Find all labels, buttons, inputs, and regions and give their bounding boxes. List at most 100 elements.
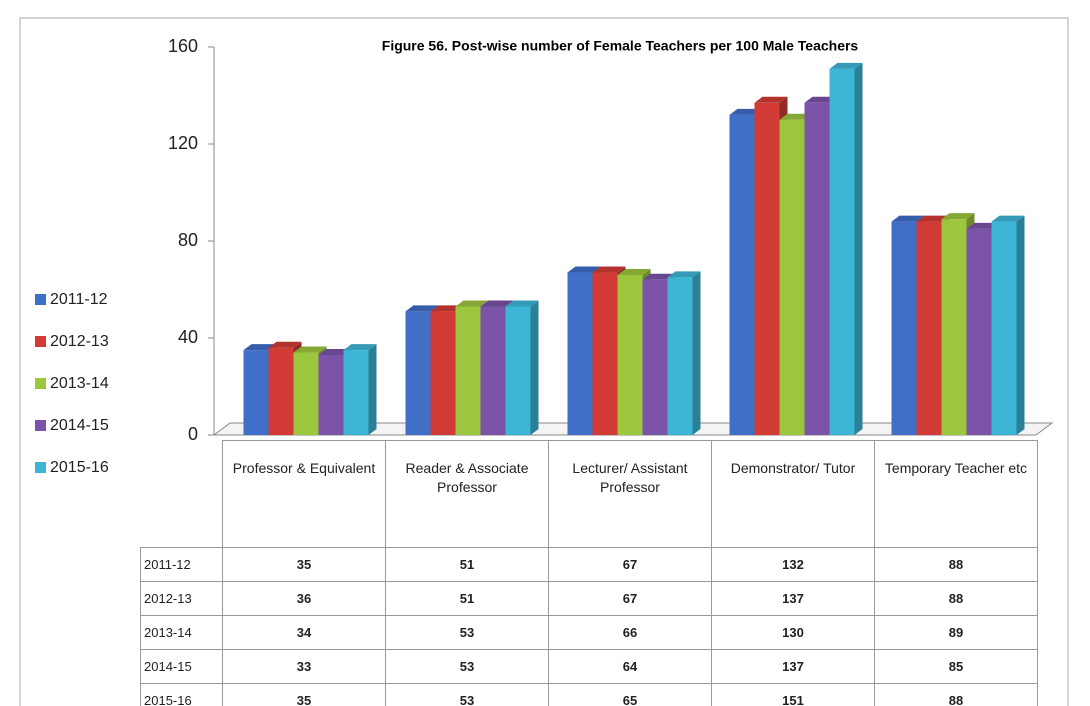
bar-front bbox=[916, 221, 942, 435]
bar-top bbox=[318, 348, 352, 355]
value-cell: 34 bbox=[222, 615, 386, 650]
legend-label: 2013-14 bbox=[50, 375, 109, 392]
bar-top bbox=[891, 215, 925, 222]
data-row: 2011-12 35 51 67 132 88 bbox=[140, 547, 1038, 582]
value-cell: 53 bbox=[385, 683, 549, 706]
legend-label: 2015-16 bbox=[50, 459, 109, 476]
value-cell: 53 bbox=[385, 649, 549, 684]
bar-front bbox=[592, 272, 618, 435]
bar-front bbox=[567, 272, 593, 435]
row-label: 2012-13 bbox=[140, 581, 223, 616]
y-tick-label: 0 bbox=[188, 424, 198, 444]
value-cell: 36 bbox=[222, 581, 386, 616]
value-cell: 137 bbox=[711, 581, 875, 616]
row-label: 2015-16 bbox=[140, 683, 223, 706]
bar-top bbox=[430, 305, 464, 312]
bar-side bbox=[692, 271, 701, 435]
bar-front bbox=[505, 306, 531, 435]
bar-top bbox=[729, 108, 763, 115]
bar-top bbox=[941, 213, 975, 220]
value-cell: 66 bbox=[548, 615, 712, 650]
legend-swatch bbox=[35, 294, 46, 305]
y-tick-label: 120 bbox=[168, 133, 198, 153]
value-cell: 51 bbox=[385, 547, 549, 582]
chart-title: Figure 56. Post-wise number of Female Te… bbox=[382, 38, 859, 54]
data-row: 2012-13 36 51 67 137 88 bbox=[140, 581, 1038, 616]
bar-top bbox=[293, 346, 327, 353]
bar-top bbox=[505, 300, 539, 307]
value-cell: 67 bbox=[548, 547, 712, 582]
data-row: 2015-16 35 53 65 151 88 bbox=[140, 683, 1038, 706]
corner-cell bbox=[140, 440, 223, 548]
value-cell: 35 bbox=[222, 547, 386, 582]
legend-label: 2012-13 bbox=[50, 333, 109, 350]
bar-front bbox=[480, 306, 506, 435]
value-cell: 130 bbox=[711, 615, 875, 650]
value-cell: 88 bbox=[874, 683, 1038, 706]
bar-front bbox=[941, 219, 967, 435]
bar-front bbox=[642, 279, 668, 435]
data-row: 2013-14 34 53 66 130 89 bbox=[140, 615, 1038, 650]
value-cell: 67 bbox=[548, 581, 712, 616]
bar-top bbox=[642, 273, 676, 280]
value-cell: 51 bbox=[385, 581, 549, 616]
bar bbox=[991, 215, 1025, 435]
bar-front bbox=[268, 347, 294, 435]
bar-front bbox=[829, 68, 855, 435]
bar-front bbox=[991, 221, 1017, 435]
y-tick-label: 160 bbox=[168, 36, 198, 56]
data-table: Professor & Equivalent Reader & Associate… bbox=[140, 440, 1038, 706]
bar-top bbox=[754, 96, 788, 103]
bar-front bbox=[667, 277, 693, 435]
legend-label: 2014-15 bbox=[50, 417, 109, 434]
bar-top bbox=[455, 300, 489, 307]
bar-top bbox=[779, 113, 813, 120]
bar-side bbox=[368, 344, 377, 435]
bar bbox=[343, 344, 377, 435]
value-cell: 64 bbox=[548, 649, 712, 684]
bar-side bbox=[854, 62, 863, 435]
bar-top bbox=[829, 62, 863, 69]
value-cell: 132 bbox=[711, 547, 875, 582]
bar-front bbox=[405, 311, 431, 435]
value-cell: 85 bbox=[874, 649, 1038, 684]
bar bbox=[505, 300, 539, 435]
bar-front bbox=[617, 274, 643, 435]
value-cell: 137 bbox=[711, 649, 875, 684]
bar-side bbox=[1016, 215, 1025, 435]
y-tick-label: 40 bbox=[178, 327, 198, 347]
legend-swatch bbox=[35, 378, 46, 389]
bar-front bbox=[729, 114, 755, 436]
value-cell: 33 bbox=[222, 649, 386, 684]
bar-side bbox=[530, 300, 539, 435]
value-cell: 88 bbox=[874, 581, 1038, 616]
value-cell: 65 bbox=[548, 683, 712, 706]
bar-front bbox=[430, 311, 456, 435]
y-tick-label: 80 bbox=[178, 230, 198, 250]
bar-top bbox=[480, 300, 514, 307]
category-cell: Temporary Teacher etc bbox=[874, 440, 1038, 548]
row-label: 2014-15 bbox=[140, 649, 223, 684]
category-cell: Professor & Equivalent bbox=[222, 440, 386, 548]
value-cell: 151 bbox=[711, 683, 875, 706]
legend-swatch bbox=[35, 336, 46, 347]
bar-top bbox=[991, 215, 1025, 222]
bar bbox=[667, 271, 701, 435]
bar-top bbox=[617, 268, 651, 275]
bar-top bbox=[916, 215, 950, 222]
data-row: 2014-15 33 53 64 137 85 bbox=[140, 649, 1038, 684]
bar-top bbox=[804, 96, 838, 103]
row-label: 2011-12 bbox=[140, 547, 223, 582]
legend-label: 2011-12 bbox=[50, 291, 108, 308]
legend-swatch bbox=[35, 462, 46, 473]
bar-front bbox=[754, 102, 780, 436]
value-cell: 89 bbox=[874, 615, 1038, 650]
value-cell: 35 bbox=[222, 683, 386, 706]
category-cell: Demonstrator/ Tutor bbox=[711, 440, 875, 548]
bar-front bbox=[318, 354, 344, 435]
bar-top bbox=[592, 266, 626, 273]
chart-border bbox=[19, 17, 1069, 706]
bar bbox=[243, 344, 277, 435]
